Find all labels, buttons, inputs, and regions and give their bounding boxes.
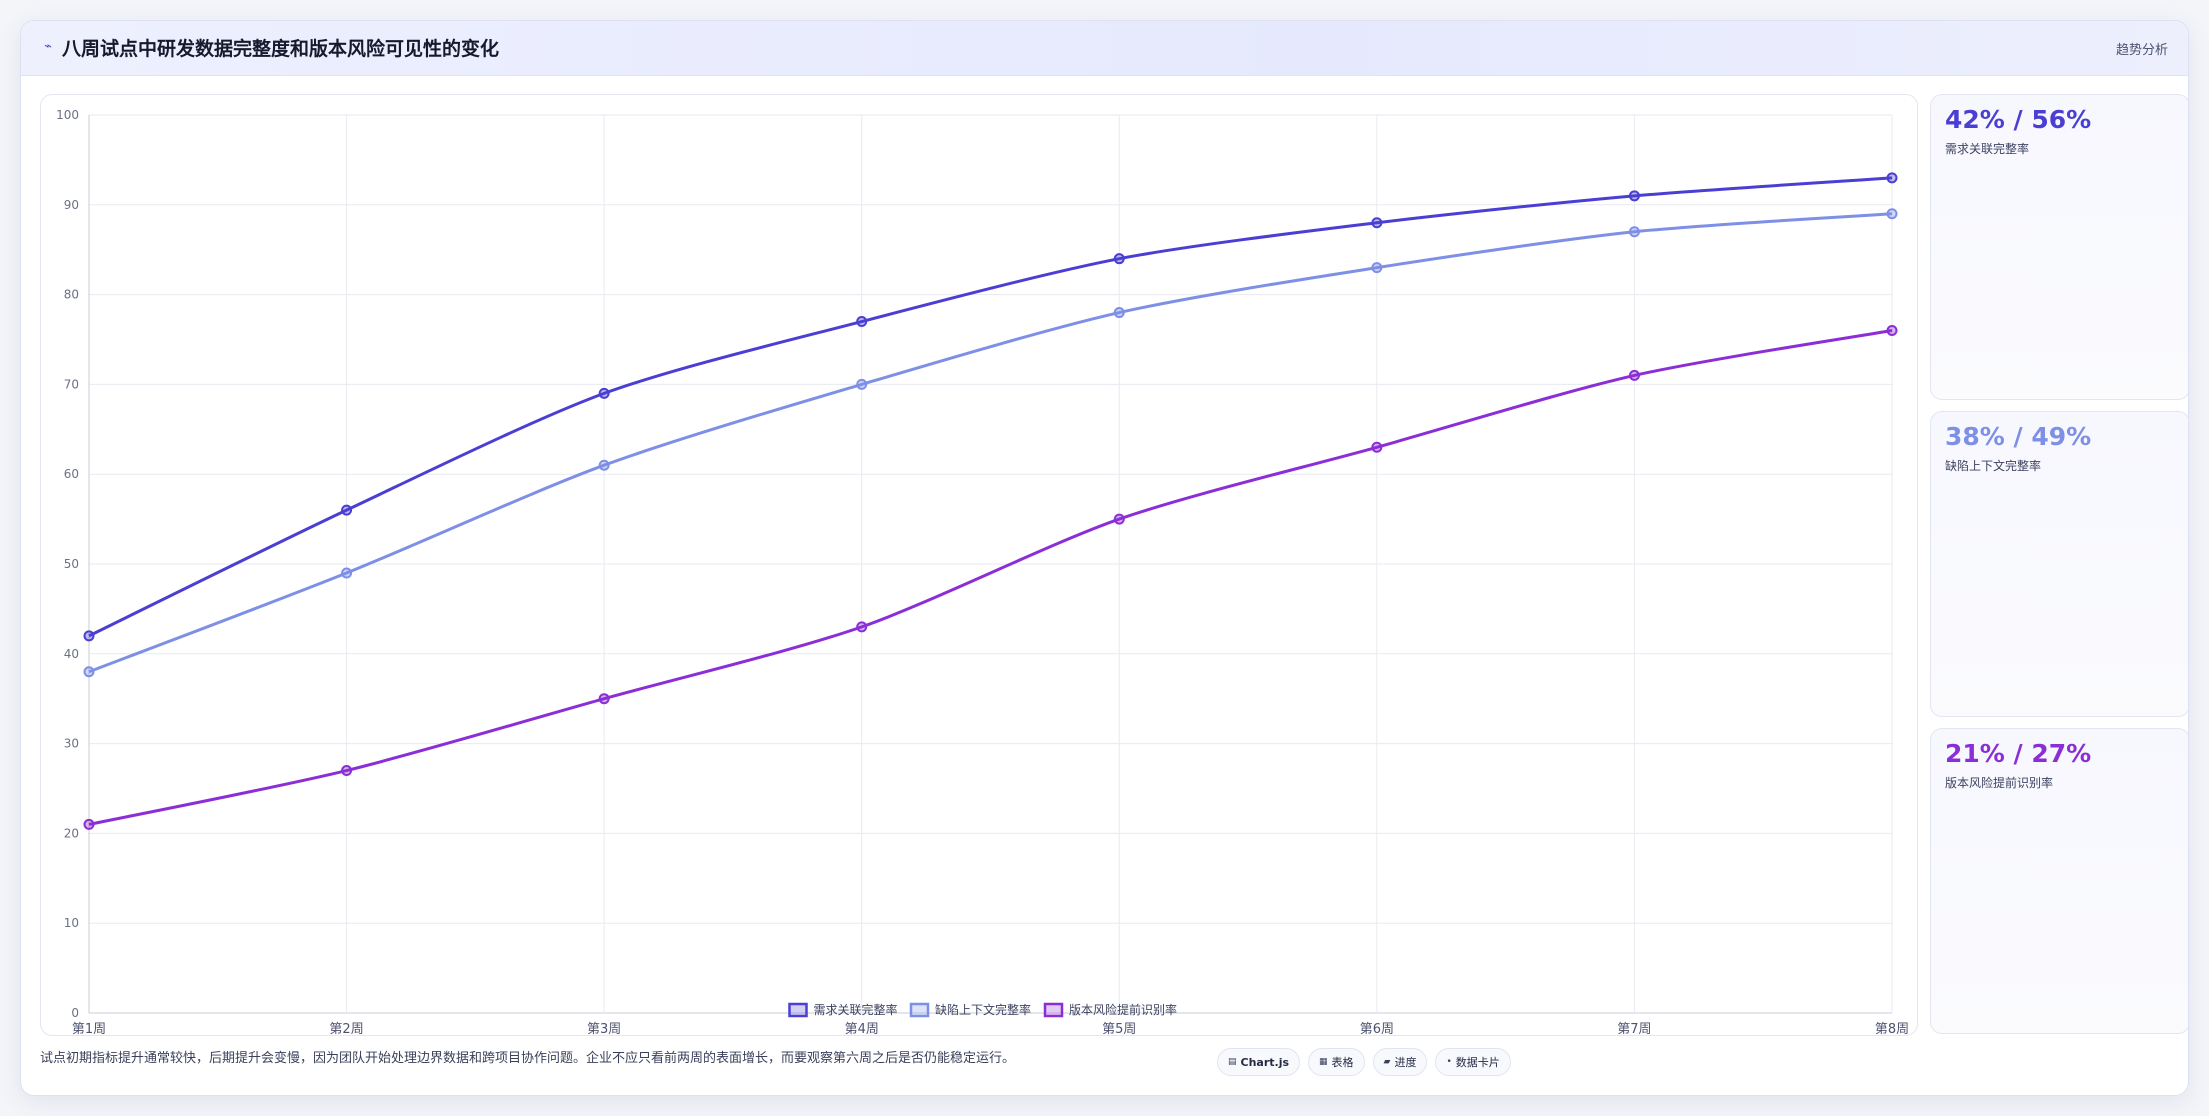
stat-card-defect: 38% / 49% 缺陷上下文完整率 (1930, 411, 2188, 717)
pill-data-card[interactable]: • 数据卡片 (1435, 1048, 1511, 1076)
data-point (856, 378, 868, 390)
y-tick-label: 10 (64, 916, 79, 930)
data-point (1371, 441, 1383, 453)
x-tick-label: 第2周 (329, 1022, 363, 1037)
pill-label: 表格 (1331, 1056, 1354, 1069)
legend-swatch (909, 1002, 930, 1018)
bar-chart-icon: ▤ (1228, 1057, 1237, 1067)
y-tick-label: 60 (64, 467, 79, 481)
data-point (83, 630, 95, 642)
table-icon: ▦ (1319, 1057, 1328, 1067)
data-point (1628, 226, 1640, 238)
data-point (1113, 513, 1125, 525)
y-tick-label: 70 (64, 377, 79, 391)
y-tick-label: 100 (56, 108, 79, 122)
data-point (83, 666, 95, 678)
data-point (598, 693, 610, 705)
chart-card: 0 10 20 30 40 50 60 70 80 90 100 第1周 第2周 第3周 第4周 第5周 第6周… (40, 94, 1918, 1037)
pill-label: Chart.js (1240, 1055, 1290, 1069)
line-chart: 0 10 20 30 40 50 60 70 80 90 100 第1周 第2周 第3周 第4周 第5周 第6周… (56, 108, 1909, 1037)
x-tick-label: 第5周 (1102, 1022, 1136, 1037)
stat-value: 42% / 56% (1945, 105, 2092, 134)
legend-swatch (1043, 1002, 1064, 1018)
data-point (1886, 172, 1898, 184)
data-point (856, 316, 868, 328)
analysis-tag[interactable]: 趋势分析 (2115, 43, 2168, 58)
x-tick-label: 第3周 (587, 1022, 621, 1037)
x-tick-label: 第4周 (845, 1022, 879, 1037)
legend-label: 缺陷上下文完整率 (935, 1002, 1031, 1017)
data-point (598, 387, 610, 399)
legend-swatch (788, 1002, 808, 1018)
y-tick-label: 0 (71, 1006, 79, 1020)
pill-label: 进度 (1394, 1056, 1417, 1069)
y-tick-label: 20 (64, 826, 79, 840)
series-line (88, 329, 1893, 826)
y-tick-label: 80 (64, 288, 79, 302)
data-point (1628, 190, 1640, 202)
progress-icon: ▰ (1383, 1057, 1391, 1067)
dashboard-frame: ⌁ 八周试点中研发数据完整度和版本风险可见性的变化 趋势分析 0 10 20 30 40… (20, 20, 2189, 1096)
stat-label: 需求关联完整率 (1945, 142, 2030, 156)
x-tick-label: 第1周 (72, 1022, 106, 1037)
legend-label: 版本风险提前识别率 (1069, 1002, 1177, 1017)
series-line (88, 176, 1893, 638)
header-bar: ⌁ 八周试点中研发数据完整度和版本风险可见性的变化 趋势分析 (21, 21, 2188, 76)
y-tick-label: 40 (64, 647, 79, 661)
x-tick-label: 第6周 (1360, 1022, 1394, 1037)
pill-chartjs[interactable]: ▤ Chart.js (1217, 1048, 1301, 1076)
stat-value: 38% / 49% (1945, 422, 2092, 451)
y-tick-label: 90 (64, 198, 79, 212)
stat-label: 版本风险提前识别率 (1945, 776, 2054, 790)
series-line (88, 212, 1893, 674)
data-point (1371, 262, 1383, 274)
legend-label: 需求关联完整率 (814, 1002, 898, 1017)
data-point (1113, 307, 1125, 319)
stat-label: 缺陷上下文完整率 (1945, 459, 2042, 473)
footnote-text: 试点初期指标提升通常较快，后期提升会变慢，因为团队开始处理边界数据和跨项目协作问… (40, 1051, 1016, 1066)
data-point (1113, 253, 1125, 265)
data-point (1886, 208, 1898, 220)
chart-trend-icon: ⌁ (44, 39, 52, 54)
pill-label: 数据卡片 (1455, 1056, 1500, 1069)
feature-pills: ▤ Chart.js ▦ 表格 ▰ 进度 • 数据卡片 (1217, 1048, 1511, 1076)
pill-table[interactable]: ▦ 表格 (1308, 1048, 1365, 1076)
dot-icon: • (1446, 1057, 1452, 1067)
data-point (1628, 369, 1640, 381)
y-tick-label: 50 (64, 557, 79, 571)
data-point (341, 567, 353, 579)
data-point (598, 459, 610, 471)
stat-card-release-risk: 21% / 27% 版本风险提前识别率 (1930, 728, 2188, 1034)
stat-card-requirement: 42% / 56% 需求关联完整率 (1930, 94, 2188, 400)
stat-value: 21% / 27% (1945, 739, 2092, 768)
x-tick-label: 第8周 (1875, 1022, 1909, 1037)
data-point (341, 765, 353, 777)
x-tick-label: 第7周 (1617, 1022, 1651, 1037)
pill-progress[interactable]: ▰ 进度 (1372, 1048, 1428, 1076)
data-point (1371, 217, 1383, 229)
data-point (341, 504, 353, 516)
data-point (856, 621, 868, 633)
y-tick-label: 30 (64, 737, 79, 751)
data-point (1886, 325, 1898, 337)
page-title: 八周试点中研发数据完整度和版本风险可见性的变化 (62, 38, 500, 60)
data-point (83, 818, 95, 830)
